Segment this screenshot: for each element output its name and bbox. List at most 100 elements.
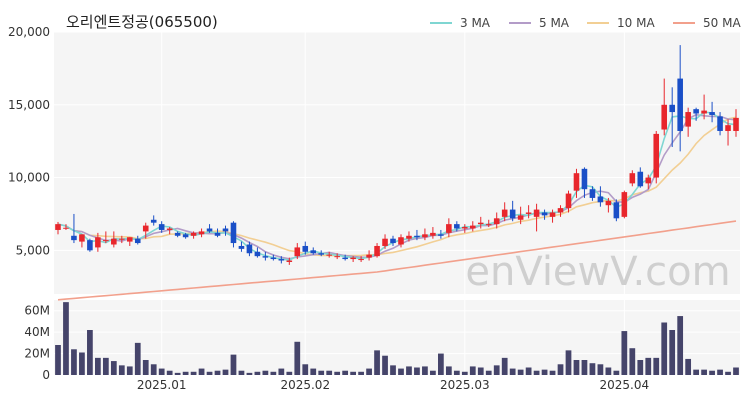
candle-body <box>501 209 508 217</box>
volume-bar <box>118 365 125 375</box>
legend-label: 50 MA <box>703 16 741 30</box>
candle-body <box>438 234 444 236</box>
volume-bar <box>374 350 380 375</box>
volume-tick-label: 60M <box>24 304 50 318</box>
volume-plot-background <box>54 300 740 375</box>
volume-bar <box>414 367 420 375</box>
volume-bar <box>382 355 388 375</box>
date-tick-label: 2025.02 <box>280 378 330 392</box>
price-tick-label: 10,000 <box>8 171 50 185</box>
volume-bar <box>501 357 508 375</box>
volume-bar <box>294 341 301 375</box>
candle-body <box>469 225 476 229</box>
candlestick-layer <box>55 45 739 265</box>
candle-body <box>374 245 380 257</box>
volume-bar <box>589 363 596 375</box>
candle-body <box>414 235 420 238</box>
volume-bar <box>453 370 460 375</box>
volume-bar <box>717 369 723 375</box>
candle-body <box>71 235 77 241</box>
volume-tick-label: 0 <box>42 368 50 382</box>
candle-body <box>573 173 580 191</box>
volume-bar <box>110 361 117 375</box>
candle-body <box>693 109 699 114</box>
volume-bar <box>87 330 93 375</box>
volume-bar <box>63 302 69 375</box>
candle-body <box>661 104 668 130</box>
candle-body <box>286 260 293 262</box>
candle-body <box>350 257 356 260</box>
volume-bar <box>278 368 285 375</box>
date-tick-label: 2025.03 <box>440 378 490 392</box>
volume-bar <box>581 360 588 375</box>
volume-bar <box>214 370 221 375</box>
ma-50-line <box>57 220 737 301</box>
candle-body <box>653 133 660 178</box>
volume-bar <box>557 364 564 375</box>
volume-bar <box>621 331 628 375</box>
candle-body <box>174 232 181 236</box>
candle-body <box>326 254 332 256</box>
price-tick-label: 20,000 <box>8 25 50 39</box>
candle-body <box>198 231 205 235</box>
candle-body <box>549 212 556 217</box>
candle-body <box>63 227 69 229</box>
candle-body <box>55 224 61 230</box>
candle-body <box>454 224 460 229</box>
candle-body <box>717 116 723 131</box>
candle-body <box>206 228 213 232</box>
volume-bar <box>79 352 85 375</box>
legend-label: 3 MA <box>460 16 491 30</box>
chart-title: 오리엔트정공(065500) <box>66 13 218 31</box>
candle-body <box>669 104 675 113</box>
legend-label: 10 MA <box>617 16 655 30</box>
candle-body <box>701 110 707 114</box>
candle-body <box>597 196 604 203</box>
volume-bar <box>238 370 245 375</box>
volume-bar <box>533 370 540 375</box>
volume-bar <box>477 367 484 375</box>
volume-bar <box>190 371 197 375</box>
candle-body <box>134 238 141 244</box>
legend: 3 MA 5 MA 10 MA 50 MA <box>430 16 741 30</box>
volume-bar <box>637 360 644 375</box>
volume-bar <box>254 371 261 375</box>
candle-body <box>685 112 691 127</box>
candle-body <box>358 259 364 261</box>
volume-bar <box>174 372 181 375</box>
volume-bar <box>677 316 684 375</box>
candle-body <box>422 234 428 238</box>
candle-body <box>222 228 229 232</box>
candle-body <box>334 256 340 258</box>
watermark: enViewV.com <box>465 249 730 295</box>
candle-body <box>119 238 125 240</box>
candle-body <box>493 218 500 225</box>
candle-body <box>262 256 269 258</box>
price-tick-label: 15,000 <box>8 98 50 112</box>
candle-body <box>126 237 133 242</box>
volume-bar <box>422 366 428 375</box>
candle-body <box>166 228 173 230</box>
volume-bar <box>102 357 109 375</box>
volume-bar <box>71 349 77 375</box>
volume-bar <box>613 370 620 375</box>
candle-body <box>95 237 101 248</box>
candle-body <box>605 200 612 206</box>
candle-body <box>390 238 396 244</box>
candle-body <box>142 225 149 232</box>
candle-body <box>230 222 237 244</box>
volume-tick-label: 20M <box>24 347 50 361</box>
volume-bar <box>358 371 364 375</box>
volume-bar <box>733 367 739 375</box>
date-tick-label: 2025.01 <box>137 378 187 392</box>
volume-bar <box>95 357 101 375</box>
candle-body <box>79 234 85 242</box>
volume-bar <box>206 371 213 375</box>
volume-bar <box>517 369 524 375</box>
legend-label: 5 MA <box>539 16 570 30</box>
candle-body <box>342 257 348 260</box>
volume-bar <box>701 369 707 375</box>
candle-body <box>254 251 261 257</box>
candle-body <box>565 193 572 209</box>
candle-body <box>382 238 388 246</box>
